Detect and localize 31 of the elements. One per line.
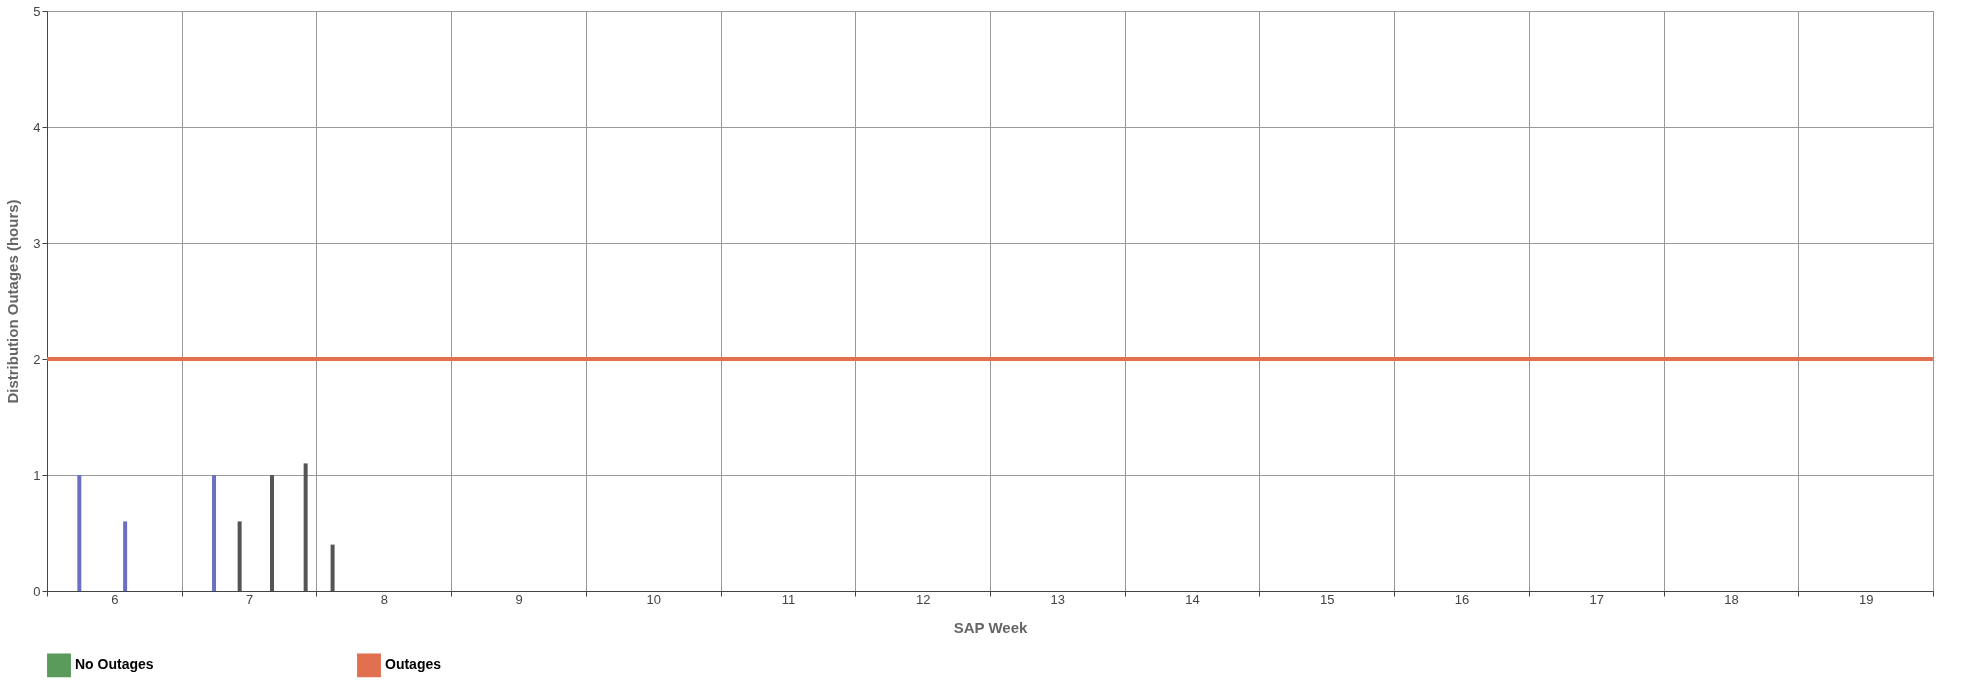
x-tick-label: 11 — [781, 591, 796, 607]
x-tick-label: 15 — [1320, 591, 1335, 607]
bar — [269, 475, 274, 591]
y-tick-label: 5 — [33, 3, 41, 19]
x-tick-label: 16 — [1454, 591, 1470, 607]
legend-label: No Outages — [75, 656, 154, 673]
x-tick-label: 7 — [245, 591, 254, 607]
x-tick-label: 10 — [646, 591, 661, 607]
bar — [212, 475, 217, 591]
y-axis-title: Distribution Outages (hours) — [4, 199, 22, 404]
y-tick-label: 0 — [33, 583, 41, 599]
x-tick-label: 12 — [915, 591, 931, 607]
x-tick-label: 13 — [1050, 591, 1066, 607]
bar — [123, 521, 128, 591]
bar — [237, 521, 242, 591]
y-tick-label: 4 — [33, 119, 41, 135]
legend-label: Outages — [385, 656, 442, 673]
x-tick-label: 8 — [380, 591, 388, 607]
y-tick-label: 1 — [33, 467, 41, 483]
x-tick-label: 17 — [1589, 591, 1604, 607]
x-tick-label: 14 — [1185, 591, 1200, 607]
x-axis-title: SAP Week — [953, 618, 1028, 636]
y-tick-label: 2 — [33, 351, 41, 367]
bar — [330, 544, 335, 591]
x-tick-label: 9 — [515, 591, 523, 607]
x-tick-label: 19 — [1858, 591, 1874, 607]
x-tick-label: 18 — [1724, 591, 1739, 607]
bar — [303, 463, 308, 591]
y-tick-label: 3 — [33, 235, 41, 251]
x-tick-label: 6 — [111, 591, 119, 607]
bar — [77, 475, 82, 591]
